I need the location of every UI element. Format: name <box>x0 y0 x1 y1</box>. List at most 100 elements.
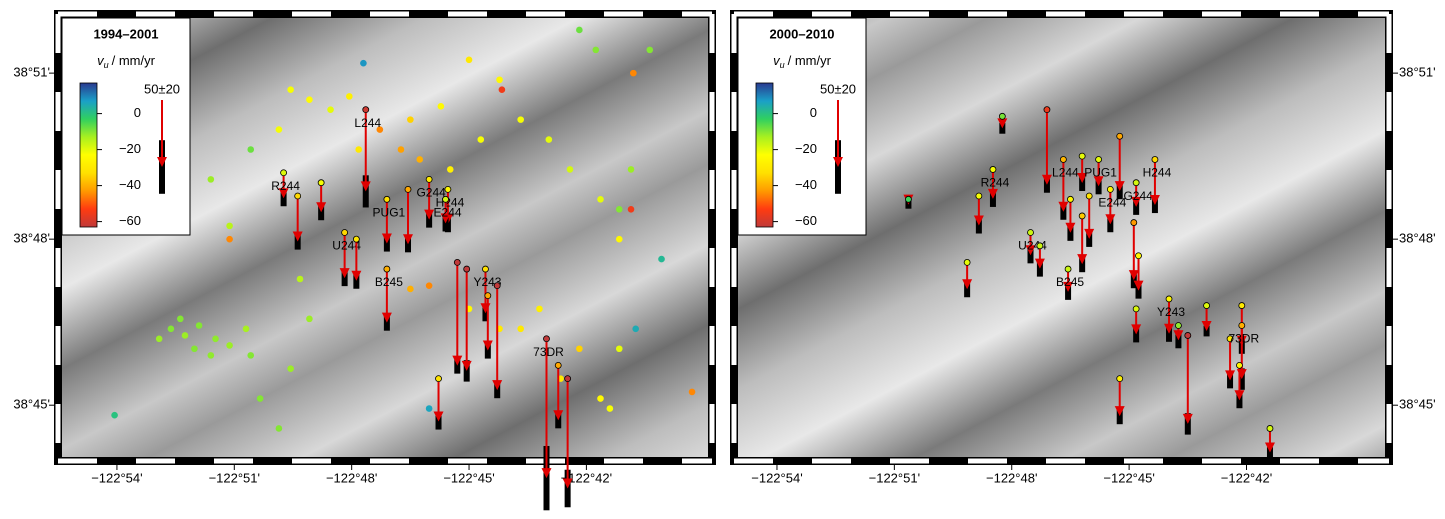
arrow-head <box>1034 258 1045 269</box>
arrow-head <box>452 355 463 366</box>
station-label: PUG1 <box>1084 166 1117 180</box>
insar-point <box>425 282 433 289</box>
station <box>493 282 501 290</box>
station <box>1132 305 1140 313</box>
station-label: PUG1 <box>373 205 406 219</box>
scale-label: 50±20 <box>144 81 180 96</box>
arrow-head <box>1041 174 1052 185</box>
insar-point <box>615 205 623 213</box>
arrow-head <box>1201 321 1212 332</box>
arrow-head <box>1114 181 1125 192</box>
station <box>1078 152 1086 160</box>
insar-point <box>597 196 604 203</box>
label-subscript: u <box>104 60 109 70</box>
station <box>404 185 412 193</box>
error-bar <box>353 272 360 289</box>
station <box>1236 361 1243 369</box>
station-label: Y243 <box>1157 305 1185 319</box>
station <box>1106 185 1114 193</box>
insar-point <box>615 345 623 353</box>
insar-point <box>195 322 203 329</box>
insar-point <box>226 222 233 230</box>
station-label: G244 <box>1123 189 1153 203</box>
panel-title: 1994–2001 <box>93 26 158 41</box>
insar-point <box>425 405 433 412</box>
insar-point <box>632 325 640 333</box>
station <box>444 185 452 193</box>
insar-point <box>615 235 623 243</box>
station <box>543 335 550 343</box>
arrow-head <box>1149 195 1160 206</box>
station <box>1130 219 1138 226</box>
insar-point <box>287 365 294 372</box>
error-bar <box>294 233 301 250</box>
arrow-head <box>424 209 435 220</box>
arrow-head <box>351 270 362 281</box>
arrow-head <box>492 380 503 391</box>
y-tick-label: 38°45' <box>1399 397 1436 412</box>
station <box>425 175 433 183</box>
insar-point <box>275 126 283 133</box>
insar-point <box>296 275 304 283</box>
arrow-head <box>278 188 289 199</box>
insar-point <box>177 315 184 323</box>
station <box>463 265 471 273</box>
insar-point <box>592 46 600 54</box>
station <box>554 361 562 369</box>
station <box>341 229 349 236</box>
x-tick-label: −122°51' <box>209 470 260 485</box>
arrow-head <box>381 312 392 323</box>
station <box>1175 322 1182 329</box>
station <box>1165 295 1173 303</box>
arrow-head <box>962 279 973 290</box>
arrow-head <box>403 234 414 245</box>
station-label: L244 <box>354 116 381 130</box>
insar-point <box>306 96 313 103</box>
insar-point <box>212 335 219 343</box>
station <box>975 192 983 200</box>
colorbar-tick-label: 0 <box>810 105 817 120</box>
station <box>905 195 912 203</box>
insar-point <box>191 345 198 353</box>
arrow-head <box>339 268 350 279</box>
station <box>1203 302 1210 309</box>
insar-point <box>181 332 189 339</box>
station <box>352 235 360 243</box>
station <box>1238 302 1246 309</box>
station-label: G244 <box>416 186 446 200</box>
colorbar-label: vu / mm/yr <box>97 53 156 70</box>
insar-point <box>407 116 414 123</box>
arrow-head <box>1164 323 1175 334</box>
error-bar <box>1116 183 1123 200</box>
station <box>1078 212 1086 220</box>
insar-point <box>306 315 313 323</box>
x-tick-label: −122°45' <box>443 470 494 485</box>
arrow-head <box>1063 281 1074 292</box>
insar-point <box>688 388 696 396</box>
error-bar <box>1133 198 1140 215</box>
station <box>1036 242 1044 250</box>
y-tick-label: 38°51' <box>13 65 50 80</box>
colorbar-tick-label: −20 <box>119 141 141 156</box>
arrow-head <box>1077 254 1088 265</box>
station-label: E244 <box>434 205 462 219</box>
station <box>1226 335 1234 343</box>
arrow-head <box>1058 201 1069 212</box>
x-tick-label: −122°42' <box>1221 470 1272 485</box>
insar-point <box>517 325 524 333</box>
station <box>294 192 302 200</box>
y-tick-label: 38°48' <box>1399 231 1436 246</box>
y-tick-label: 38°51' <box>1399 65 1436 80</box>
station <box>442 195 449 203</box>
station <box>1043 106 1051 114</box>
station <box>435 375 442 383</box>
station-label: E244 <box>1098 196 1126 210</box>
colorbar-tick-label: −60 <box>795 213 817 228</box>
arrow-head <box>562 478 573 489</box>
station <box>383 195 391 203</box>
insar-point <box>576 345 583 353</box>
insar-point <box>360 59 367 67</box>
insar-point <box>327 106 334 113</box>
insar-point <box>226 235 233 243</box>
